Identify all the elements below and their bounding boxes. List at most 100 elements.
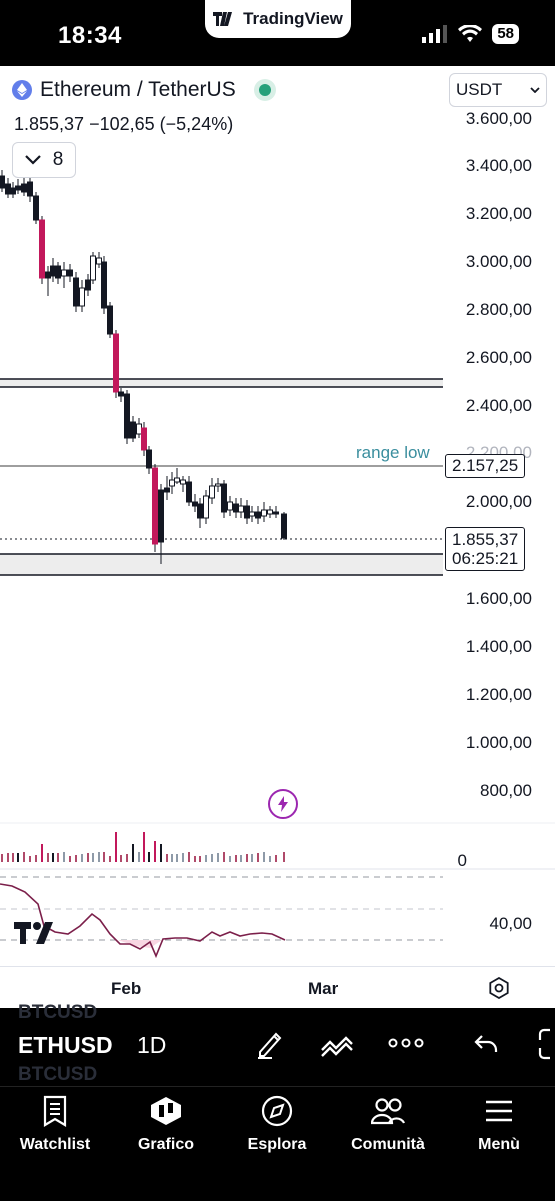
tab-label: Grafico bbox=[137, 1136, 194, 1153]
volume-bar bbox=[41, 844, 43, 862]
compass-icon bbox=[261, 1095, 293, 1127]
more-options-icon[interactable] bbox=[388, 1036, 424, 1050]
candle-body bbox=[67, 269, 73, 277]
volume-bar bbox=[120, 855, 122, 862]
volume-bar bbox=[87, 853, 89, 862]
price-axis-label: 2.400,00 bbox=[465, 396, 532, 415]
chart-icon bbox=[151, 1097, 181, 1125]
price-axis-label: 3.000,00 bbox=[465, 252, 532, 271]
chevron-down-icon bbox=[24, 155, 41, 165]
tab-comunita[interactable]: Comunità bbox=[333, 1095, 443, 1154]
volume-bar bbox=[52, 853, 54, 862]
tab-esplora[interactable]: Esplora bbox=[222, 1095, 332, 1154]
volume-bar bbox=[194, 856, 196, 862]
candle-body bbox=[73, 277, 79, 307]
candle-body bbox=[15, 185, 21, 191]
volume-bar bbox=[251, 854, 253, 862]
volume-bar bbox=[75, 855, 77, 862]
candle-body bbox=[0, 175, 5, 189]
tab-grafico[interactable]: Grafico bbox=[111, 1095, 221, 1154]
indicators-icon[interactable] bbox=[320, 1028, 356, 1060]
candle-body bbox=[85, 279, 91, 291]
volume-bar bbox=[182, 853, 184, 862]
drawing-pen-icon[interactable] bbox=[254, 1028, 286, 1060]
candle-body bbox=[233, 503, 239, 513]
volume-bar bbox=[132, 844, 134, 862]
tab-menu[interactable]: Menù bbox=[444, 1095, 554, 1154]
candle-body bbox=[281, 513, 287, 539]
chart-area[interactable]: Ethereum / TetherUS 1.855,37 −102,65 (−5… bbox=[0, 66, 555, 1008]
candle-body bbox=[203, 495, 209, 519]
ghost-ticker: BTCUSD bbox=[18, 1002, 98, 1023]
tradingview-logo-icon bbox=[213, 12, 233, 26]
support-zone bbox=[0, 554, 443, 575]
interval-button[interactable]: 1D bbox=[137, 1032, 167, 1058]
volume-bar bbox=[47, 853, 49, 862]
volume-bar bbox=[283, 852, 285, 862]
status-bar: 18:34 TradingView 58 bbox=[0, 0, 555, 66]
candle-body bbox=[180, 479, 186, 485]
symbol-ticker-button[interactable]: ETHUSD bbox=[18, 1032, 113, 1058]
chart-settings-icon[interactable] bbox=[488, 977, 510, 999]
candle-body bbox=[141, 427, 147, 451]
candle-body bbox=[79, 287, 85, 307]
symbol-title[interactable]: Ethereum / TetherUS bbox=[40, 78, 236, 101]
candle-body bbox=[130, 421, 136, 439]
resistance-zone bbox=[0, 379, 443, 387]
volume-bar bbox=[57, 853, 59, 862]
volume-bar bbox=[176, 854, 178, 862]
candle-body bbox=[96, 257, 102, 265]
undo-icon[interactable] bbox=[474, 1034, 498, 1054]
event-lightning-icon[interactable] bbox=[268, 789, 298, 819]
volume-bar bbox=[166, 854, 168, 862]
volume-bar bbox=[235, 855, 237, 862]
volume-bar bbox=[98, 852, 100, 862]
candle-body bbox=[186, 481, 192, 503]
candle-body bbox=[215, 483, 221, 487]
volume-bar bbox=[199, 856, 201, 862]
indicator-count: 8 bbox=[52, 149, 64, 170]
ethereum-icon bbox=[12, 80, 32, 100]
candle-body bbox=[136, 423, 142, 435]
indicators-toggle-button[interactable]: 8 bbox=[12, 142, 76, 178]
candle-body bbox=[50, 265, 56, 277]
candle-body bbox=[90, 255, 96, 281]
volume-bar bbox=[246, 854, 248, 862]
volume-bar bbox=[1, 854, 3, 862]
tab-label: Menù bbox=[478, 1136, 520, 1153]
candles bbox=[0, 170, 287, 564]
tradingview-pill[interactable]: TradingView bbox=[205, 0, 351, 38]
volume-bar bbox=[211, 854, 213, 862]
candle-body bbox=[209, 485, 215, 499]
bar-countdown: 06:25:21 bbox=[452, 549, 519, 568]
currency-select[interactable]: USDT bbox=[449, 73, 547, 107]
candle-body bbox=[61, 269, 67, 277]
volume-bar bbox=[257, 853, 259, 862]
volume-bar bbox=[7, 853, 9, 862]
rsi-axis-label: 40,00 bbox=[489, 914, 532, 933]
symbol-header[interactable]: Ethereum / TetherUS bbox=[12, 78, 276, 102]
candle-body bbox=[118, 391, 124, 397]
price-summary: 1.855,37 −102,65 (−5,24%) bbox=[14, 114, 233, 135]
candlestick-chart[interactable] bbox=[0, 66, 555, 966]
candle-body bbox=[169, 479, 175, 487]
candle-body bbox=[174, 477, 180, 483]
ghost-ticker: BTCUSD bbox=[18, 1064, 98, 1085]
volume-bar bbox=[35, 855, 37, 862]
time-axis-label: Feb bbox=[111, 979, 142, 998]
fullscreen-icon[interactable] bbox=[538, 1028, 555, 1060]
price-axis-label: 1.400,00 bbox=[465, 637, 532, 656]
volume-axis-label: 0 bbox=[457, 851, 467, 870]
candle-body bbox=[192, 501, 198, 507]
candle-body bbox=[244, 505, 250, 519]
signal-icon bbox=[422, 25, 448, 43]
tradingview-watermark-icon bbox=[14, 922, 53, 944]
volume-bar bbox=[126, 854, 128, 862]
tab-watchlist[interactable]: Watchlist bbox=[0, 1095, 110, 1154]
candle-body bbox=[33, 195, 39, 221]
volume-bar bbox=[138, 852, 140, 862]
time-axis[interactable]: Feb Mar bbox=[0, 966, 555, 1008]
volume-bar bbox=[217, 853, 219, 862]
volume-bar bbox=[23, 852, 25, 862]
price-axis-label: 1.000,00 bbox=[465, 733, 532, 752]
